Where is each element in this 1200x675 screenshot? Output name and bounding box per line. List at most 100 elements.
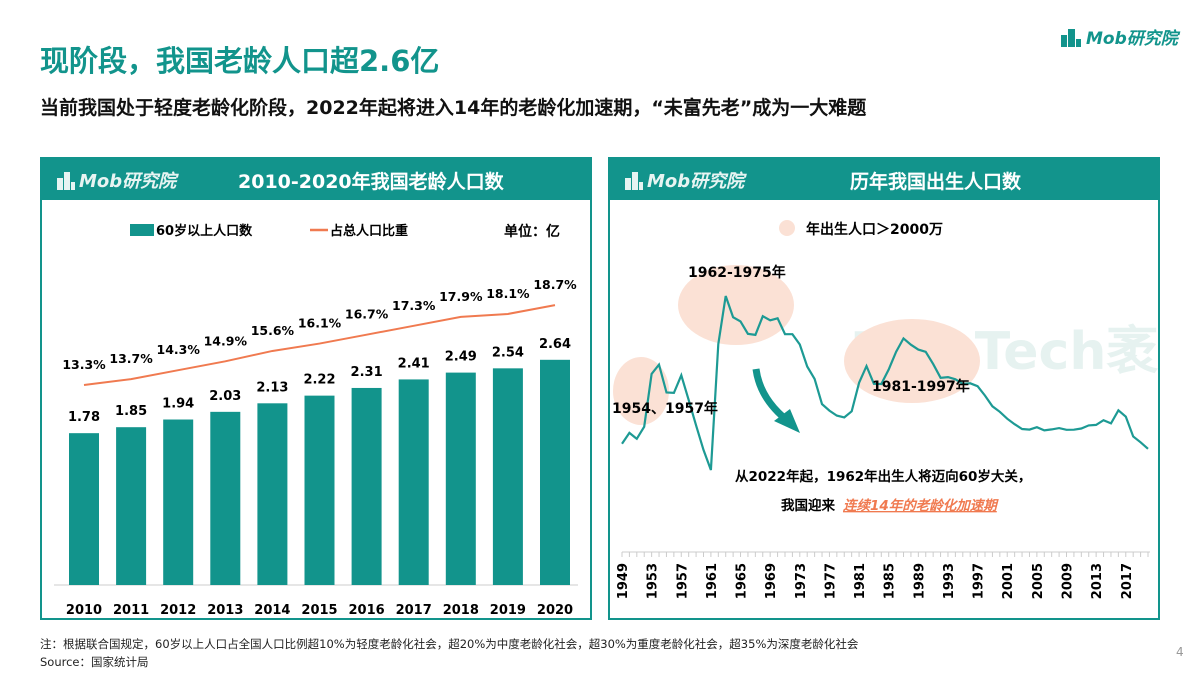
pct-label: 16.7% bbox=[345, 307, 389, 322]
x-tick-label: 2020 bbox=[537, 603, 573, 618]
x-tick-label: 1949 bbox=[616, 563, 631, 599]
panel-header: Mob研究院 历年我国出生人口数 bbox=[610, 159, 1158, 200]
pct-label: 13.7% bbox=[109, 351, 153, 366]
annotation-1981-1997: 1981-1997年 bbox=[872, 378, 970, 395]
bar-value-label: 1.78 bbox=[68, 410, 100, 425]
x-tick-label: 2017 bbox=[396, 603, 432, 618]
bar-value-label: 1.94 bbox=[162, 397, 194, 412]
bar-2014 bbox=[257, 403, 288, 585]
legend-bar-label: 60岁以上人口数 bbox=[156, 223, 253, 239]
x-tick-label: 2014 bbox=[254, 603, 290, 618]
pct-label: 15.6% bbox=[251, 323, 295, 338]
x-tick-label: 2018 bbox=[443, 603, 479, 618]
x-tick-label: 2001 bbox=[1001, 563, 1016, 599]
footnote: 注：根据联合国规定，60岁以上人口占全国人口比例超10%为轻度老龄化社会，超20… bbox=[40, 637, 859, 651]
pct-label: 13.3% bbox=[62, 357, 106, 372]
building-logo-icon bbox=[1061, 28, 1081, 47]
pct-label: 17.9% bbox=[439, 289, 483, 304]
panel-title: 2010-2020年我国老龄人口数 bbox=[238, 171, 504, 193]
births-panel: Mob研究院 历年我国出生人口数 MobTech袤博 年出生人口＞2000万 1… bbox=[608, 157, 1160, 620]
brand-name: Mob研究院 bbox=[1086, 29, 1178, 49]
bar-2020 bbox=[540, 359, 570, 585]
page-subtitle: 当前我国处于轻度老龄化阶段，2022年起将进入14年的老龄化加速期，“未富先老”… bbox=[40, 97, 867, 119]
x-tick-label: 2015 bbox=[301, 603, 337, 618]
pct-label: 18.1% bbox=[486, 286, 530, 301]
elderly-population-panel: Mob研究院 2010-2020年我国老龄人口数 60岁以上人口数 占总人口比重… bbox=[40, 157, 592, 620]
note-line-2-prefix: 我国迎来 bbox=[781, 497, 835, 514]
pct-label: 18.7% bbox=[533, 277, 577, 292]
births-series-line bbox=[621, 295, 1149, 471]
highlight-1981-1997 bbox=[844, 319, 980, 403]
pct-label: 17.3% bbox=[392, 298, 436, 313]
x-tick-label: 2010 bbox=[66, 603, 102, 618]
annotation-1962-1975: 1962-1975年 bbox=[688, 264, 786, 281]
unit-label: 单位：亿 bbox=[504, 223, 560, 240]
x-tick-label: 1993 bbox=[942, 563, 957, 599]
panel-logo-text: Mob研究院 bbox=[79, 171, 177, 192]
panel-title: 历年我国出生人口数 bbox=[850, 171, 1022, 193]
source: Source：国家统计局 bbox=[40, 655, 149, 669]
x-tick-label: 2011 bbox=[113, 603, 149, 618]
panel-logo: Mob研究院 bbox=[624, 167, 744, 193]
legend-bar-swatch bbox=[130, 224, 154, 236]
bar-2016 bbox=[351, 387, 382, 585]
pct-series-line bbox=[83, 304, 556, 386]
bar-value-label: 2.49 bbox=[445, 350, 477, 365]
note-line-1: 从2022年起，1962年出生人将迈向60岁大关， bbox=[735, 468, 1031, 485]
bar-2019 bbox=[492, 368, 523, 585]
legend-dot bbox=[779, 220, 795, 236]
x-tick-label: 2017 bbox=[1120, 563, 1135, 599]
births-line-chart: MobTech袤博 年出生人口＞2000万 1962-1975年 1954、19… bbox=[612, 220, 1158, 599]
pct-label: 14.3% bbox=[157, 342, 201, 357]
bar-value-label: 2.54 bbox=[492, 345, 524, 360]
x-tick-label: 2013 bbox=[1090, 563, 1105, 599]
x-tick-label: 1965 bbox=[735, 563, 750, 599]
building-logo-icon bbox=[57, 172, 75, 190]
bar-2018 bbox=[445, 372, 476, 585]
bar-value-label: 2.03 bbox=[209, 389, 241, 404]
x-tick-label: 1953 bbox=[646, 563, 661, 599]
x-tick-label: 1977 bbox=[823, 563, 838, 599]
building-logo-icon bbox=[625, 172, 643, 190]
bar-value-label: 1.85 bbox=[115, 404, 147, 419]
legend-label: 年出生人口＞2000万 bbox=[806, 221, 943, 238]
x-tick-label: 1989 bbox=[912, 563, 927, 599]
x-tick-label: 1969 bbox=[764, 563, 779, 599]
bar-2015 bbox=[304, 395, 335, 585]
bar-value-label: 2.31 bbox=[351, 365, 383, 380]
x-tick-label: 1961 bbox=[705, 563, 720, 599]
highlight-1962-1975 bbox=[678, 265, 794, 345]
x-tick-label: 1981 bbox=[853, 563, 868, 599]
x-tick-label: 1973 bbox=[794, 563, 809, 599]
annotation-1954-1957: 1954、1957年 bbox=[612, 400, 718, 417]
bar-value-label: 2.64 bbox=[539, 337, 571, 352]
bar-value-label: 2.22 bbox=[303, 373, 335, 388]
bar-2011 bbox=[116, 427, 147, 585]
pct-label: 14.9% bbox=[204, 333, 248, 348]
page-number: 4 bbox=[1176, 645, 1184, 659]
x-tick-label: 1985 bbox=[883, 563, 898, 599]
note-line-2-highlight: 连续14年的老龄化加速期 bbox=[843, 498, 999, 514]
legend-line-label: 占总人口比重 bbox=[330, 223, 408, 239]
highlight-1954-1957 bbox=[613, 357, 669, 425]
x-tick-label: 2009 bbox=[1061, 563, 1076, 599]
bar-2017 bbox=[398, 379, 429, 585]
panel-logo: Mob研究院 bbox=[56, 167, 176, 193]
bar-2010 bbox=[69, 433, 99, 585]
x-tick-label: 1957 bbox=[675, 563, 690, 599]
bar-2012 bbox=[163, 419, 194, 585]
brand-logo: Mob研究院 bbox=[1060, 24, 1178, 49]
x-tick-label: 2005 bbox=[1031, 563, 1046, 599]
x-tick-label: 2016 bbox=[349, 603, 385, 618]
bar-line-chart: 60岁以上人口数 占总人口比重 单位：亿 1.78 2010 13.3% 1.85 20… bbox=[54, 223, 578, 618]
x-tick-label: 2019 bbox=[490, 603, 526, 618]
panel-header: Mob研究院 2010-2020年我国老龄人口数 bbox=[42, 159, 590, 200]
bar-value-label: 2.13 bbox=[256, 380, 288, 395]
x-tick-label: 2012 bbox=[160, 603, 196, 618]
pct-label: 16.1% bbox=[298, 316, 342, 331]
page-title: 现阶段，我国老龄人口超2.6亿 bbox=[40, 44, 440, 78]
x-tick-label: 2013 bbox=[207, 603, 243, 618]
bar-2013 bbox=[210, 411, 241, 585]
x-tick-label: 1997 bbox=[972, 563, 987, 599]
panel-logo-text: Mob研究院 bbox=[647, 171, 745, 192]
